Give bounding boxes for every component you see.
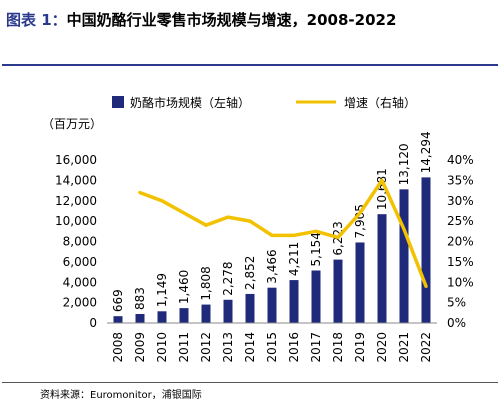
- bar-value-label: 883: [133, 287, 147, 310]
- y-tick-label: 2,000: [63, 296, 97, 310]
- bar: [223, 299, 233, 323]
- y2-tick-label: 25%: [447, 214, 474, 228]
- growth-point: [402, 228, 406, 231]
- growth-point: [270, 234, 274, 237]
- x-tick-label: 2014: [243, 332, 257, 363]
- x-tick-label: 2010: [155, 332, 169, 363]
- growth-point: [336, 236, 340, 239]
- growth-point: [380, 179, 384, 182]
- y-tick-label: 16,000: [55, 153, 97, 167]
- y2-tick-label: 40%: [447, 153, 474, 167]
- bar: [135, 314, 145, 323]
- growth-point: [204, 224, 208, 227]
- x-tick-label: 2013: [221, 332, 235, 363]
- growth-point: [358, 211, 362, 215]
- x-tick-label: 2009: [133, 332, 147, 363]
- growth-point: [292, 234, 296, 237]
- growth-point: [226, 215, 230, 219]
- bar: [289, 280, 299, 323]
- x-axis: 2008 2009 2010 2011 2012 2013 2014 2015 2016 2017…: [107, 322, 437, 363]
- growth-point: [160, 199, 164, 202]
- bar-value-label: 2,278: [221, 261, 235, 295]
- legend-line-label: 增速（右轴）: [344, 95, 416, 110]
- figure-title-text: 中国奶酪行业零售市场规模与增速，2008-2022: [66, 11, 397, 29]
- bar-value-label: 2,852: [243, 256, 257, 290]
- growth-point: [424, 285, 428, 288]
- y-tick-label: 0: [89, 316, 97, 330]
- bar-value-label: 13,120: [397, 143, 411, 185]
- bar-value-label: 1,808: [199, 266, 213, 300]
- y-tick-label: 14,000: [55, 173, 97, 187]
- source-divider: [2, 382, 498, 383]
- legend-bar-swatch: [112, 96, 124, 108]
- bar-value-label: 4,211: [287, 242, 301, 276]
- bar-value-label: 14,294: [419, 131, 433, 173]
- y2-tick-label: 5%: [447, 296, 466, 310]
- y2-tick-label: 30%: [447, 194, 474, 208]
- x-tick-label: 2015: [265, 332, 279, 363]
- chart-canvas: 奶酪市场规模（左轴） 增速（右轴） （百万元） 0 2,000 4,000 6,000…: [42, 95, 474, 363]
- growth-point: [182, 211, 186, 215]
- bar: [333, 259, 343, 323]
- bar: [245, 293, 255, 323]
- source-note: 资料来源：Euromonitor，浦银国际: [40, 390, 202, 401]
- growth-line-series: [138, 178, 428, 289]
- x-tick-label: 2012: [199, 332, 213, 363]
- x-tick-label: 2016: [287, 332, 301, 363]
- x-tick-label: 2020: [375, 332, 389, 363]
- x-tick-label: 2018: [331, 332, 345, 363]
- legend-bar-label: 奶酪市场规模（左轴）: [130, 95, 250, 110]
- y-tick-label: 12,000: [55, 194, 97, 208]
- bar: [179, 308, 189, 323]
- y2-tick-label: 10%: [447, 275, 474, 289]
- y2-tick-label: 20%: [447, 235, 474, 249]
- bar: [421, 177, 431, 323]
- x-tick-label: 2008: [111, 332, 125, 363]
- x-tick-label: 2019: [353, 332, 367, 363]
- bar: [311, 270, 321, 323]
- bar: [377, 214, 387, 323]
- bar: [201, 304, 211, 323]
- bar-value-label: 5,154: [309, 232, 323, 266]
- bar-value-label: 3,466: [265, 249, 279, 283]
- growth-point: [314, 230, 318, 233]
- title-divider: [2, 64, 498, 66]
- growth-point: [138, 191, 142, 194]
- legend: 奶酪市场规模（左轴） 增速（右轴）: [112, 95, 416, 110]
- y-tick-label: 4,000: [63, 275, 97, 289]
- y-tick-label: 10,000: [55, 214, 97, 228]
- bar: [267, 287, 277, 323]
- bar: [157, 311, 167, 323]
- y-axis-right: 0% 5% 10% 15% 20% 25% 30% 35% 40%: [447, 153, 474, 330]
- bar-value-label: 669: [111, 289, 125, 312]
- y-tick-label: 6,000: [63, 255, 97, 269]
- x-tick-label: 2011: [177, 332, 191, 363]
- bar-value-label: 7,905: [353, 204, 367, 238]
- growth-point: [248, 219, 252, 223]
- y2-tick-label: 15%: [447, 255, 474, 269]
- x-tick-label: 2021: [397, 332, 411, 363]
- bar: [113, 316, 123, 323]
- y-axis-unit-label: （百万元）: [42, 117, 102, 131]
- x-tick-label: 2022: [419, 332, 433, 363]
- bar-value-labels: 669 883 1,149 1,460 1,808 2,278 2,852 3,466 4,21…: [111, 131, 433, 312]
- bar-value-label: 1,460: [177, 270, 191, 304]
- bar-value-label: 1,149: [155, 273, 169, 307]
- bar: [399, 189, 409, 323]
- growth-line: [138, 178, 428, 289]
- bar-series: [113, 177, 431, 323]
- bar-value-label: 10,681: [375, 168, 389, 210]
- figure-label: 图表 1：: [6, 11, 67, 29]
- bar: [355, 242, 365, 323]
- x-tick-label: 2017: [309, 332, 323, 363]
- y2-tick-label: 0%: [447, 316, 466, 330]
- chart-title: 图表 1：中国奶酪行业零售市场规模与增速，2008-2022: [6, 8, 494, 33]
- y-tick-label: 8,000: [63, 235, 97, 249]
- y-axis-left: 0 2,000 4,000 6,000 8,000 10,000 12,000 14,000 1…: [55, 153, 97, 330]
- y2-tick-label: 35%: [447, 173, 474, 187]
